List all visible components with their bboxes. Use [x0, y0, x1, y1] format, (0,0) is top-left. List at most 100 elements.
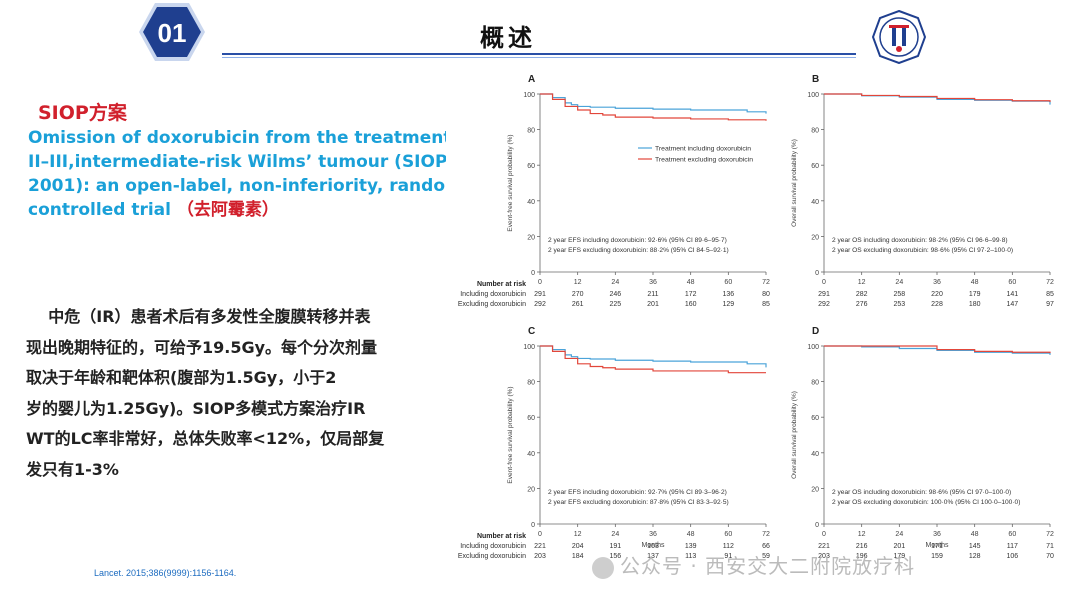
- risk-value: 156: [609, 553, 621, 560]
- kaplan-meier-figure: A 0 20 40 60 80 100 0 12 24 36 48 60 72 Event-free sur…: [458, 74, 1054, 560]
- x-axis-label: Months: [642, 542, 665, 549]
- risk-row-label: Including doxorubicin: [460, 543, 526, 550]
- risk-value: 276: [856, 301, 868, 308]
- y-tick-label: 40: [527, 451, 535, 458]
- risk-value: 216: [856, 543, 868, 550]
- annotation-text: 2 year OS including doxorubicin: 98·6% (…: [832, 489, 1011, 496]
- wechat-icon: [592, 556, 614, 579]
- risk-value: 291: [818, 291, 830, 298]
- x-tick-label: 60: [1008, 279, 1016, 286]
- risk-value: 225: [609, 301, 621, 308]
- risk-value: 261: [572, 301, 584, 308]
- annotation-text: 2 year EFS excluding doxorubicin: 87·8% …: [548, 499, 729, 506]
- y-tick-label: 80: [527, 380, 535, 387]
- risk-table-title: Number at risk: [477, 281, 526, 288]
- risk-value: 106: [1006, 553, 1018, 560]
- annotation-text: 2 year OS excluding doxorubicin: 100·0% …: [832, 499, 1020, 506]
- x-tick-label: 60: [1008, 531, 1016, 538]
- risk-value: 113: [685, 553, 696, 560]
- body-line: 发只有1-3%: [26, 459, 119, 479]
- risk-value: 139: [685, 543, 697, 550]
- y-tick-label: 100: [807, 92, 819, 99]
- x-tick-label: 48: [687, 531, 695, 538]
- x-tick-label: 0: [538, 531, 542, 538]
- panel-letter: B: [812, 74, 819, 85]
- risk-value: 85: [762, 301, 770, 308]
- y-tick-label: 20: [527, 486, 535, 493]
- trial-title-line: Omission of doxorubicin from the treatme…: [28, 128, 446, 148]
- risk-value: 59: [762, 553, 770, 560]
- y-tick-label: 40: [811, 199, 819, 206]
- page-title: 概述: [480, 24, 536, 52]
- trial-title-line: controlled trial: [28, 200, 177, 220]
- y-tick-label: 0: [531, 270, 535, 277]
- x-tick-label: 48: [971, 531, 979, 538]
- x-tick-label: 60: [724, 531, 732, 538]
- panel-letter: A: [528, 74, 535, 85]
- x-tick-label: 36: [933, 531, 941, 538]
- survival-curve: [824, 345, 1051, 354]
- y-axis-label: Overall survival probability (%): [791, 391, 798, 479]
- x-tick-label: 24: [611, 279, 619, 286]
- annotation-text: 2 year EFS excluding doxorubicin: 88·2% …: [548, 247, 729, 254]
- y-axis-label: Overall survival probability (%): [791, 139, 798, 227]
- watermark: 公众号 · 西安交大二附院放疗科: [592, 550, 915, 579]
- x-tick-label: 12: [858, 279, 866, 286]
- panel-letter: C: [528, 326, 535, 337]
- annotation-text: 2 year EFS including doxorubicin: 92·6% …: [548, 237, 727, 244]
- risk-value: 163: [647, 543, 659, 550]
- survival-curve: [824, 93, 1051, 103]
- x-tick-label: 24: [611, 531, 619, 538]
- risk-value: 282: [856, 291, 868, 298]
- risk-value: 221: [534, 543, 546, 550]
- y-tick-label: 0: [815, 522, 819, 529]
- survival-curve: [540, 93, 767, 121]
- trial-drug-note: （去阿霉素）: [176, 200, 279, 220]
- body-line: 现出晚期特征的，可给予19.5Gy。每个分次剂量: [26, 337, 378, 357]
- risk-row-label: Excluding doxorubicin: [458, 553, 526, 560]
- x-tick-label: 12: [574, 531, 582, 538]
- risk-value: 291: [534, 291, 546, 298]
- risk-value: 97: [1046, 301, 1054, 308]
- x-tick-label: 48: [971, 279, 979, 286]
- x-axis-label: Months: [926, 542, 949, 549]
- risk-value: 203: [534, 553, 546, 560]
- y-tick-label: 20: [527, 234, 535, 241]
- risk-value: 145: [969, 543, 981, 550]
- risk-value: 112: [723, 543, 734, 550]
- x-tick-label: 24: [895, 531, 903, 538]
- risk-value: 220: [931, 291, 943, 298]
- risk-value: 85: [1046, 291, 1054, 298]
- risk-value: 191: [609, 543, 621, 550]
- annotation-text: 2 year OS excluding doxorubicin: 98·6% (…: [832, 247, 1013, 254]
- y-tick-label: 20: [811, 486, 819, 493]
- risk-value: 203: [818, 553, 830, 560]
- risk-value: 159: [931, 553, 943, 560]
- x-tick-label: 48: [687, 279, 695, 286]
- header-divider-thin: [222, 57, 856, 58]
- risk-value: 184: [572, 553, 584, 560]
- university-logo-icon: [872, 10, 926, 64]
- risk-value: 171: [931, 543, 943, 550]
- y-tick-label: 80: [811, 128, 819, 135]
- x-tick-label: 0: [538, 279, 542, 286]
- risk-value: 253: [893, 301, 905, 308]
- body-line: 岁的婴儿为1.25Gy)。SIOP多模式方案治疗IR: [26, 398, 366, 418]
- risk-value: 246: [609, 291, 621, 298]
- risk-value: 211: [647, 291, 658, 298]
- trial-title-line: 2001): an open-label, non-inferiority, r…: [28, 176, 446, 196]
- citation: Lancet. 2015;386(9999):1156-1164.: [94, 568, 237, 578]
- body-line: 中危（IR）患者术后有多发性全腹膜转移并表: [26, 307, 371, 326]
- risk-value: 180: [969, 301, 981, 308]
- panel-letter: D: [812, 326, 819, 337]
- y-axis-label: Event-free survival probability (%): [507, 134, 514, 231]
- body-paragraph: 中危（IR）患者术后有多发性全腹膜转移并表 现出晚期特征的，可给予19.5Gy。…: [26, 302, 426, 498]
- x-tick-label: 72: [1046, 531, 1054, 538]
- risk-value: 160: [685, 301, 697, 308]
- x-tick-label: 12: [858, 531, 866, 538]
- x-tick-label: 0: [822, 279, 826, 286]
- watermark-text: 公众号 · 西安交大二附院放疗科: [620, 554, 916, 578]
- annotation-text: 2 year OS including doxorubicin: 98·2% (…: [832, 237, 1008, 244]
- risk-value: 91: [724, 553, 732, 560]
- risk-value: 258: [893, 291, 905, 298]
